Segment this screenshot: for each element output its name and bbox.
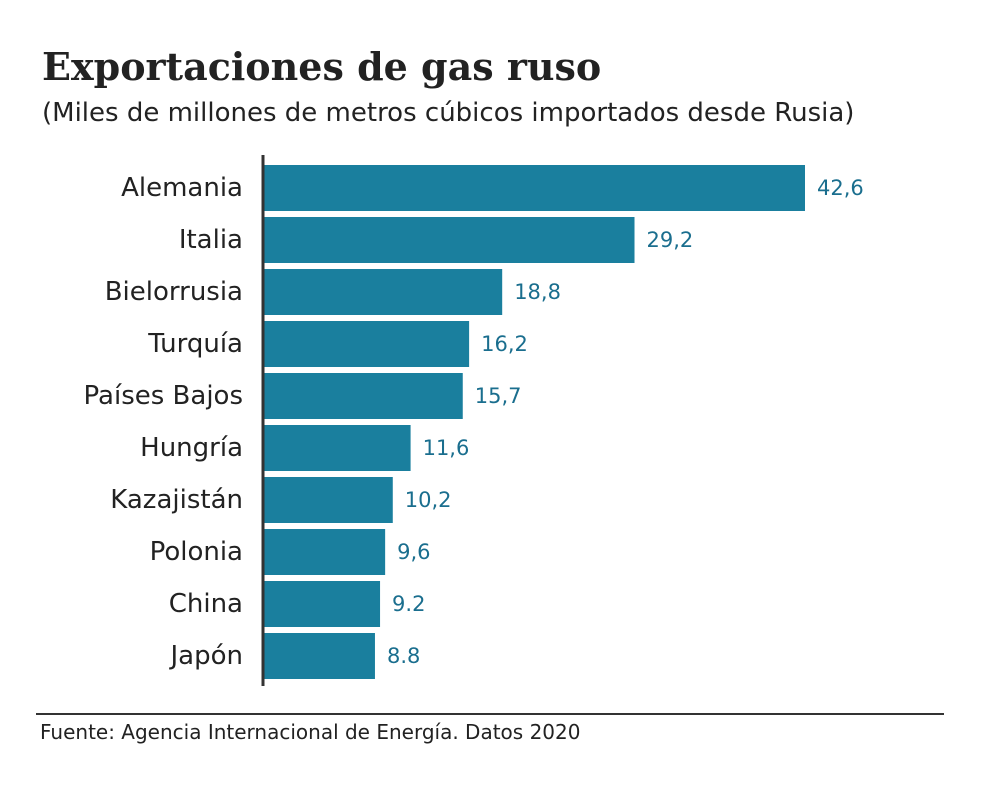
bar-polonia (263, 529, 386, 575)
category-label-italia: Italia (179, 225, 243, 255)
bar-chart: Alemania Italia Bielorrusia Turquía Países B… (84, 155, 864, 686)
chart-title: Exportaciones de gas ruso (42, 44, 602, 89)
value-label-china: 9.2 (392, 592, 425, 616)
value-label-alemania: 42,6 (817, 176, 864, 200)
value-label-kazajistan: 10,2 (405, 488, 452, 512)
source-note: Fuente: Agencia Internacional de Energía… (40, 720, 581, 744)
category-label-alemania: Alemania (121, 173, 243, 203)
bar-paises-bajos (263, 373, 463, 419)
value-label-italia: 29,2 (647, 228, 694, 252)
bar-japon (263, 633, 375, 679)
bar-bielorrusia (263, 269, 503, 315)
bar-alemania (263, 165, 805, 211)
category-label-turquia: Turquía (147, 329, 243, 359)
value-label-paises-bajos: 15,7 (475, 384, 522, 408)
chart-subtitle: (Miles de millones de metros cúbicos imp… (42, 98, 855, 128)
bar-hungria (263, 425, 411, 471)
category-label-china: China (169, 589, 243, 619)
bar-kazajistan (263, 477, 393, 523)
category-label-japon: Japón (169, 641, 244, 671)
category-label-polonia: Polonia (150, 537, 243, 567)
category-label-paises-bajos: Países Bajos (84, 381, 243, 411)
bar-turquia (263, 321, 470, 367)
bars-layer (263, 165, 805, 679)
bar-italia (263, 217, 635, 263)
category-label-kazajistan: Kazajistán (110, 485, 243, 515)
value-label-polonia: 9,6 (397, 540, 430, 564)
value-label-hungria: 11,6 (423, 436, 470, 460)
source-divider (36, 713, 944, 715)
category-label-hungria: Hungría (140, 433, 243, 463)
value-label-japon: 8.8 (387, 644, 420, 668)
category-labels: Alemania Italia Bielorrusia Turquía Países B… (84, 173, 243, 671)
value-label-bielorrusia: 18,8 (514, 280, 561, 304)
category-label-bielorrusia: Bielorrusia (105, 277, 243, 307)
value-labels: 42,6 29,2 18,8 16,2 15,7 11,6 10,2 9,6 9.2 8.8 (387, 176, 864, 668)
bar-china (263, 581, 381, 627)
value-label-turquia: 16,2 (481, 332, 528, 356)
